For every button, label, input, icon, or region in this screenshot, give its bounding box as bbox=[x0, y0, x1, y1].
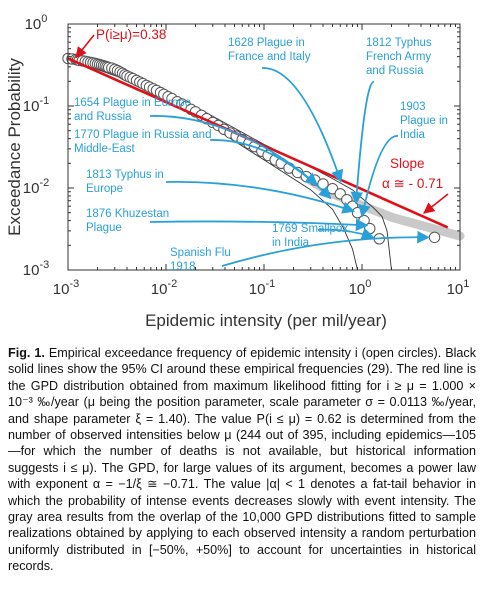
x-tick-label: 10-3 bbox=[53, 278, 79, 298]
data-point bbox=[428, 231, 441, 244]
event-annotation: 1770 Plague in Russia and Middle-East bbox=[74, 129, 211, 155]
y-axis-title: Exceedance Probability bbox=[5, 58, 24, 236]
x-tick-label: 100 bbox=[349, 278, 372, 298]
x-tick-label: 10-1 bbox=[249, 278, 275, 298]
event-annotation: 1876 Khuzestan Plague bbox=[86, 208, 169, 234]
event-annotation: 1812 Typhus French Army and Russia bbox=[366, 37, 432, 77]
slope-label: Slope bbox=[390, 156, 425, 171]
exceedance-chart: 10-3 10-2 10-1 100 101 10-3 10-2 10-1 100 Epidemi… bbox=[5, 13, 470, 330]
caption-label: Fig. 1. bbox=[8, 346, 45, 360]
event-annotation-arrow bbox=[221, 230, 430, 267]
event-annotation-arrow bbox=[209, 139, 332, 200]
x-tick-label: 10-2 bbox=[151, 278, 177, 298]
x-axis-title: Epidemic intensity (per mil/year) bbox=[145, 311, 387, 330]
ci-upper-line bbox=[67, 57, 392, 271]
event-annotation-arrow bbox=[358, 135, 399, 218]
event-annotation-arrow bbox=[149, 218, 369, 232]
event-annotation: 1903 Plague in India bbox=[400, 101, 448, 141]
caption-text: Empirical exceedance frequency of epidem… bbox=[8, 346, 476, 574]
y-tick-label: 10-2 bbox=[23, 177, 49, 197]
event-annotation: Spanish Flu 1918 bbox=[170, 247, 231, 273]
event-annotation-arrow bbox=[350, 81, 375, 205]
p-label: P(i≥μ)=0.38 bbox=[96, 27, 166, 42]
y-tick-label: 100 bbox=[25, 13, 48, 33]
event-annotation: 1654 Plague in Europe and Russia bbox=[74, 97, 191, 123]
y-tick-label: 10-1 bbox=[23, 95, 49, 115]
slope-value: α ≅ - 0.71 bbox=[382, 176, 443, 191]
figure: 10-3 10-2 10-1 100 101 10-3 10-2 10-1 100 Epidemi… bbox=[5, 13, 470, 330]
event-annotation: 1628 Plague in France and Italy bbox=[228, 37, 311, 63]
y-tick-label: 10-3 bbox=[23, 259, 49, 279]
p-label-arrow bbox=[75, 34, 95, 59]
figure-caption: Fig. 1. Empirical exceedance frequency o… bbox=[8, 345, 476, 575]
ci-lower-line bbox=[67, 58, 358, 271]
event-annotation-arrow bbox=[165, 180, 356, 214]
event-annotation: 1769 Smallpox in India bbox=[272, 223, 348, 249]
event-annotation-arrow bbox=[317, 227, 375, 240]
slope-arrow bbox=[423, 193, 449, 214]
x-tick-label: 101 bbox=[447, 278, 470, 298]
event-annotation-arrow bbox=[261, 67, 344, 183]
event-annotation: 1813 Typhus in Europe bbox=[86, 169, 164, 195]
